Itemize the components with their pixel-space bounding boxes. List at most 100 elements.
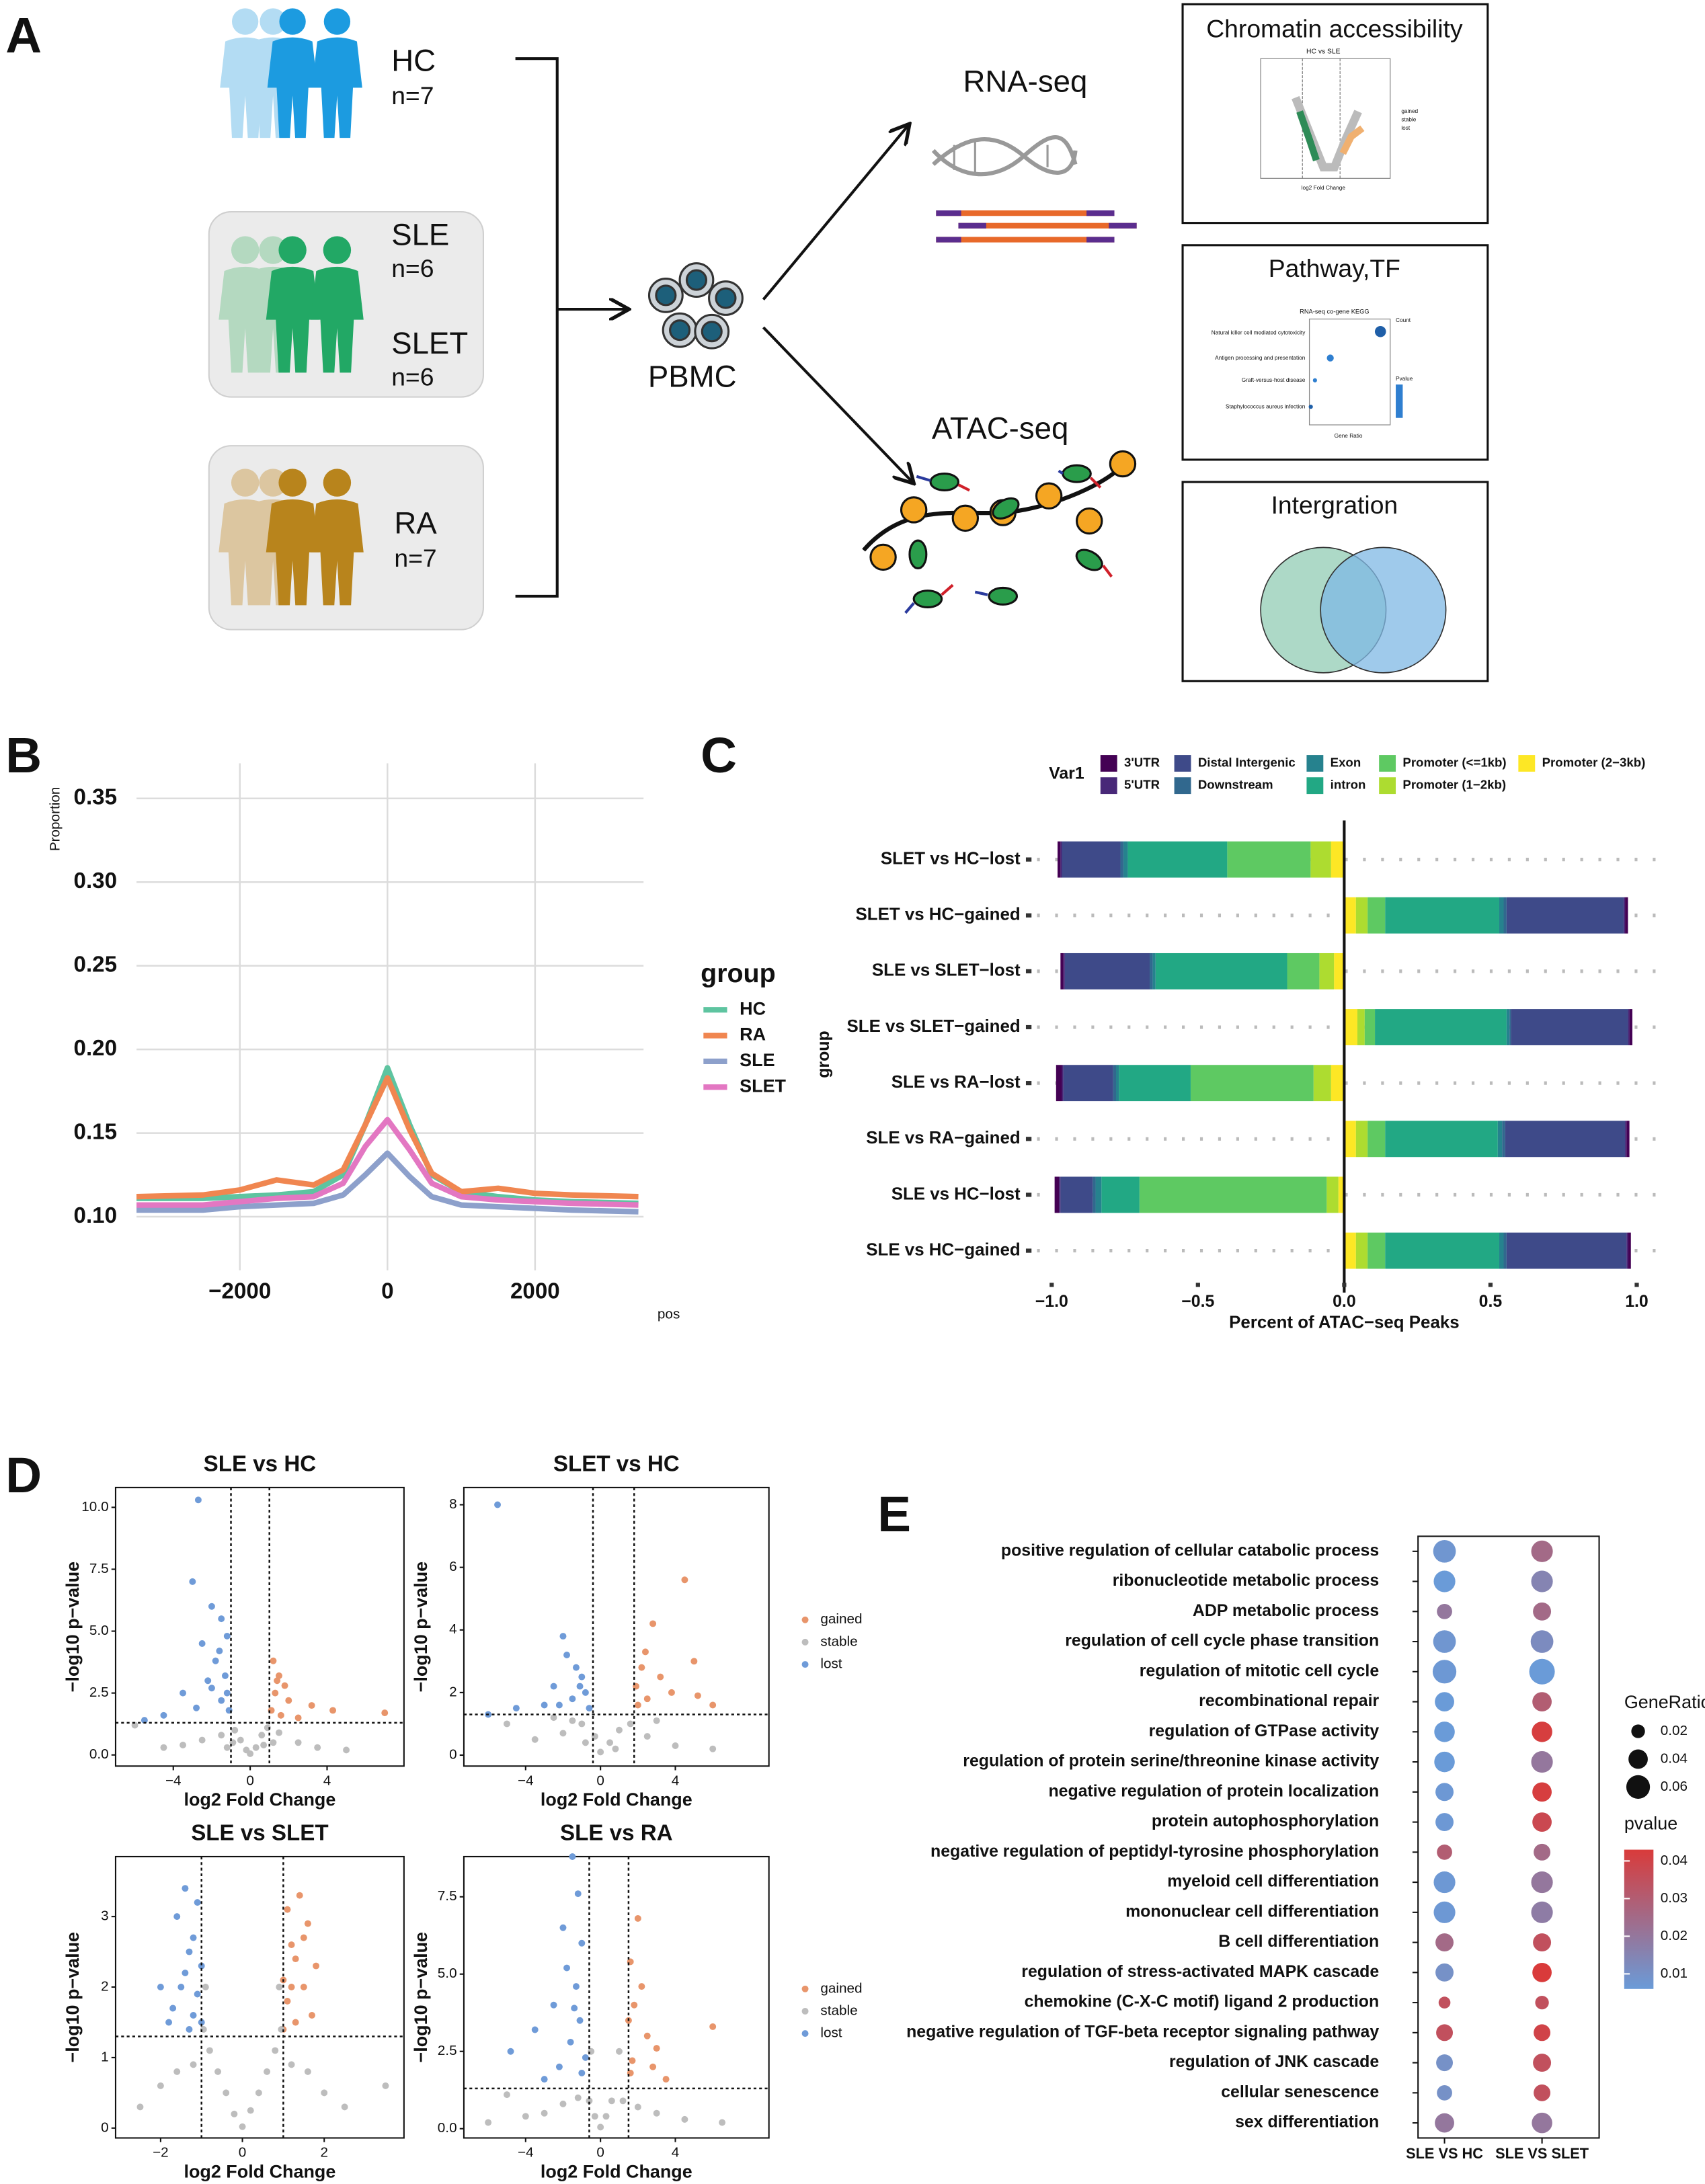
point: [578, 2069, 586, 2076]
point: [304, 1920, 311, 1927]
point: [296, 1892, 303, 1899]
point: [608, 2097, 615, 2105]
bar-segment: [1385, 897, 1499, 934]
point: [643, 1733, 651, 1740]
chromatin-part-part: [957, 483, 970, 492]
bar-segment: [1499, 1232, 1504, 1269]
point: [223, 1689, 231, 1697]
point: [186, 1948, 193, 1955]
bar-segment: [1628, 1232, 1631, 1269]
term-label: chemokine (C-X-C motif) ligand 2 product…: [1025, 1992, 1380, 2011]
point: [218, 1615, 225, 1623]
pbmc-cells-part: [685, 269, 708, 291]
bar-segment: [1190, 1065, 1314, 1102]
thumb-venn-part: [1320, 547, 1447, 674]
y-tick-label: 3: [101, 1908, 109, 1924]
x-tick-mark: [1634, 1283, 1639, 1287]
thumb-colorbar: [1396, 384, 1403, 418]
pbmc-cells-part: [655, 284, 677, 307]
point: [578, 1720, 586, 1728]
bar-segment: [1152, 953, 1156, 989]
point: [274, 1677, 281, 1685]
point: [541, 2076, 548, 2083]
point: [582, 1689, 589, 1696]
thumb-volcano-part: [1296, 110, 1320, 162]
size-legend-dot: [1628, 1749, 1648, 1769]
panel-label: D: [5, 1447, 42, 1503]
bar-segment: [1506, 1232, 1627, 1269]
chromatin-part-part: [951, 504, 980, 532]
size-legend-dot: [1631, 1724, 1645, 1738]
size-legend-title: GeneRatio: [1624, 1692, 1705, 1712]
bar-segment: [1310, 841, 1331, 878]
y-tick-label: 2: [449, 1684, 457, 1699]
point: [709, 1745, 717, 1752]
bar-segment: [1139, 1176, 1327, 1213]
plot-frame: [1417, 1535, 1600, 2139]
point: [218, 1697, 225, 1704]
point: [597, 1748, 604, 1756]
point: [606, 1739, 614, 1746]
bar-segment: [1123, 841, 1128, 878]
x-tick-label: 0: [596, 1773, 604, 1789]
group-n: n=7: [391, 81, 434, 110]
point: [690, 1658, 698, 1665]
legend-label: SLET: [740, 1076, 786, 1096]
point: [672, 1742, 679, 1750]
legend-label: stable: [820, 1633, 857, 1649]
thumb-legend-title: Count: [1396, 317, 1411, 323]
point: [591, 2113, 598, 2120]
legend-label: 5'UTR: [1124, 778, 1160, 792]
y-tick-label: 0.10: [74, 1203, 118, 1228]
thumb-legend: stable: [1401, 117, 1416, 123]
dna-helix-part: [953, 139, 1049, 175]
point: [255, 2089, 262, 2097]
bar-segment: [1060, 841, 1062, 878]
bar-segment: [1062, 1065, 1064, 1102]
analysis-title: Pathway,TF: [1269, 254, 1400, 282]
point: [277, 1711, 284, 1719]
chromatin-part-part: [992, 497, 1020, 520]
dot: [1534, 2024, 1551, 2041]
bar-segment: [1625, 1121, 1627, 1158]
y-tick-label: 1: [101, 2049, 109, 2064]
people-hc: [220, 8, 362, 138]
bar-segment: [1502, 1121, 1505, 1158]
point: [576, 1683, 584, 1690]
bar-segment: [1344, 897, 1356, 934]
point: [314, 1744, 321, 1751]
x-tick-label: 0: [381, 1279, 393, 1304]
point: [668, 1689, 675, 1696]
bar-segment: [1364, 1009, 1376, 1045]
point: [216, 1648, 223, 1654]
point: [616, 1726, 623, 1734]
y-tick-label: 0.15: [74, 1119, 118, 1144]
point: [641, 1648, 649, 1656]
point: [381, 1709, 389, 1717]
chromatin-part-part: [869, 543, 897, 571]
bar-segment: [1331, 1065, 1345, 1102]
chromatin-part-part: [1109, 450, 1137, 478]
term-label: mononuclear cell differentiation: [1125, 1902, 1379, 1920]
x-axis-label: log2 Fold Change: [184, 1789, 335, 1810]
point: [218, 1732, 225, 1739]
panel-label: B: [5, 727, 42, 783]
point: [541, 1701, 548, 1709]
point: [177, 1984, 185, 1990]
dot: [1532, 2112, 1552, 2134]
x-tick-label: −2000: [208, 1279, 271, 1304]
point: [572, 1664, 580, 1671]
bar-segment: [1113, 1065, 1117, 1102]
point: [304, 2068, 311, 2075]
bar-segment: [1628, 1009, 1630, 1045]
point: [284, 1998, 291, 2005]
point: [294, 1739, 302, 1746]
category-tick: [1025, 1192, 1032, 1197]
thumb-kegg-part: [1312, 378, 1317, 382]
chromatin-part-part: [916, 475, 931, 482]
point: [649, 2063, 657, 2070]
point: [382, 2082, 389, 2089]
bar-segment: [1385, 1121, 1498, 1158]
point: [264, 2068, 271, 2075]
dot: [1436, 2054, 1454, 2072]
